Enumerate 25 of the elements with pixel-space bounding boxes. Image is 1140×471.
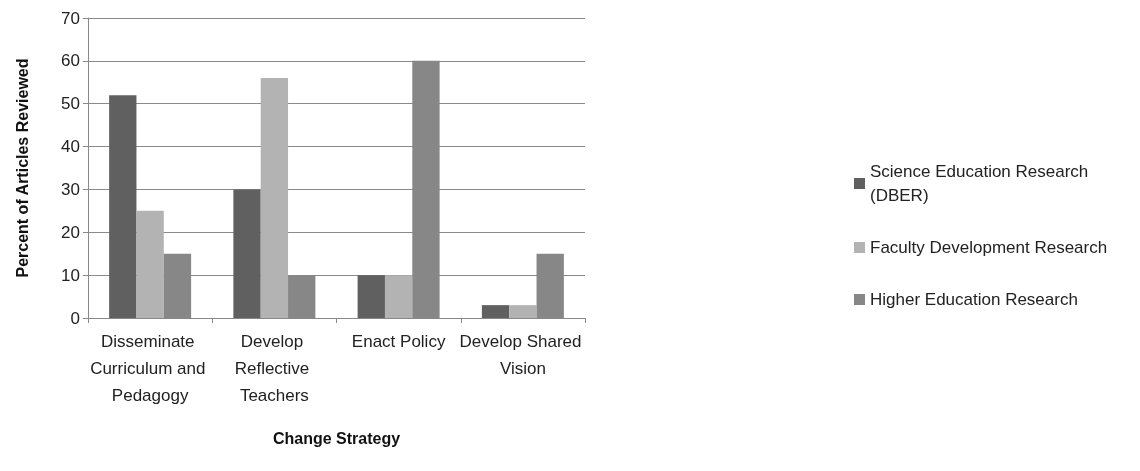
- legend-label: Faculty Development Research: [870, 238, 1108, 257]
- y-tick-label: 50: [61, 94, 80, 114]
- y-axis-title: Percent of Articles Reviewed: [13, 58, 31, 278]
- bar: [509, 305, 537, 318]
- legend-label: Science Education Research (DBER): [870, 162, 1094, 205]
- bar: [233, 189, 261, 318]
- x-tick-label: Develop Shared Vision: [459, 332, 587, 378]
- bar: [136, 210, 164, 318]
- bar: [109, 95, 137, 318]
- legend-label: Higher Education Research: [870, 290, 1078, 309]
- y-tick-label: 70: [61, 8, 80, 28]
- y-tick-label: 0: [70, 308, 80, 328]
- y-tick-label: 30: [61, 179, 80, 199]
- x-tick-label: Disseminate Curriculum and Pedagogy: [90, 332, 211, 405]
- bar: [384, 275, 413, 318]
- x-tick-label: Enact Policy: [351, 332, 446, 351]
- x-axis-title: Change Strategy: [272, 429, 401, 447]
- bar: [260, 78, 289, 318]
- bar: [357, 275, 385, 318]
- y-tick-label: 40: [61, 137, 80, 157]
- y-tick-label: 20: [61, 222, 80, 242]
- y-tick-label: 10: [61, 265, 80, 285]
- y-tick-label: 60: [61, 51, 80, 71]
- x-tick-label: Develop Reflective Teachers: [234, 332, 315, 405]
- bar: [481, 305, 510, 318]
